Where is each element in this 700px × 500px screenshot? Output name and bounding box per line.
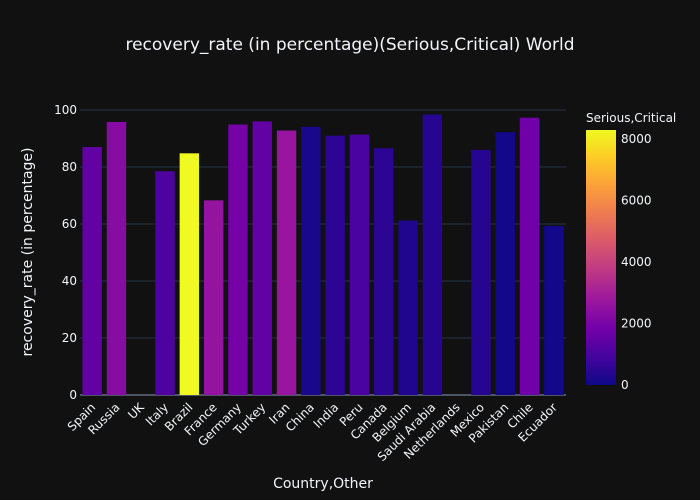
bar-chile xyxy=(519,117,540,395)
colorbar-tick-label: 4000 xyxy=(621,255,652,269)
y-tick-label: 40 xyxy=(62,274,77,288)
colorbar-tick-label: 0 xyxy=(621,378,629,392)
bar-china xyxy=(301,126,321,395)
y-tick-label: 0 xyxy=(69,388,77,402)
y-tick-label: 20 xyxy=(62,331,77,345)
colorbar-gradient xyxy=(586,130,616,385)
bar-ecuador xyxy=(544,225,564,395)
bars xyxy=(82,114,564,396)
colorbar-tick-label: 2000 xyxy=(621,317,652,331)
colorbar: Serious,Critical 0 2000 4000 6000 8000 xyxy=(586,111,676,392)
bar-france xyxy=(203,200,224,395)
gridlines xyxy=(80,109,566,396)
x-tick-label: China xyxy=(283,400,317,434)
bar-germany xyxy=(228,124,248,395)
chart-title: recovery_rate (in percentage)(Serious,Cr… xyxy=(125,35,574,55)
bar-spain xyxy=(82,147,102,395)
bar-saudi-arabia xyxy=(422,114,443,395)
x-tick-label: India xyxy=(311,400,342,431)
bar-turkey xyxy=(252,121,272,396)
bar-mexico xyxy=(471,149,491,395)
bar-russia xyxy=(106,121,127,395)
colorbar-title: Serious,Critical xyxy=(586,111,676,125)
y-tick-label: 100 xyxy=(54,103,77,117)
bar-italy xyxy=(155,171,175,395)
y-tick-label: 60 xyxy=(62,217,77,231)
y-axis-title: recovery_rate (in percentage) xyxy=(20,148,36,357)
y-axis-ticks: 0 20 40 60 80 100 xyxy=(54,103,77,402)
bar-peru xyxy=(349,134,370,395)
x-axis-title: Country,Other xyxy=(273,476,373,492)
bar-belgium xyxy=(398,220,418,395)
y-tick-label: 80 xyxy=(62,160,77,174)
bar-brazil xyxy=(179,153,200,395)
bar-canada xyxy=(374,148,394,395)
colorbar-tick-label: 6000 xyxy=(621,194,652,208)
bar-iran xyxy=(276,130,297,395)
bar-india xyxy=(325,135,345,395)
colorbar-tick-label: 8000 xyxy=(621,132,652,146)
bar-pakistan xyxy=(495,132,515,396)
